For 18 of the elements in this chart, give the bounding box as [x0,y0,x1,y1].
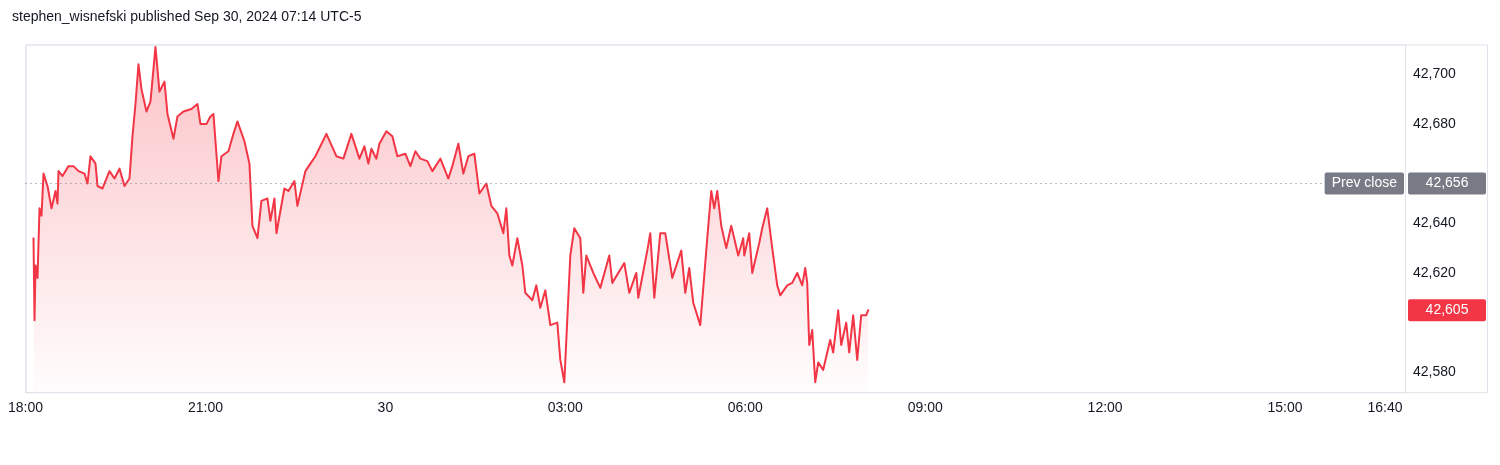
text: 42,605 [1425,301,1469,318]
x-tick-label: 03:00 [547,399,584,416]
chart-title: stephen_wisnefski published Sep 30, 2024 07:14 UTC-5 [12,8,362,24]
y-tick-label: 42,580 [1413,363,1457,380]
x-tick-label: 16:40 [1367,399,1403,416]
y-tick-label: 42,680 [1413,114,1457,131]
y-tick-label: 42,640 [1413,214,1457,231]
y-tick-label: 42,700 [1413,65,1457,82]
x-tick-label: 15:00 [1267,399,1303,416]
text: 42,656 [1425,174,1469,191]
x-tick-label: 18:00 [7,399,44,416]
x-tick-label: 09:00 [907,399,943,416]
x-tick-label: 06:00 [727,399,763,416]
x-tick-label: 21:00 [187,399,224,416]
x-tick-label: 30 [377,399,394,416]
x-tick-label: 12:00 [1087,399,1123,416]
y-tick-label: 42,620 [1413,263,1457,280]
ref-line-label: Prev close [1331,174,1398,191]
